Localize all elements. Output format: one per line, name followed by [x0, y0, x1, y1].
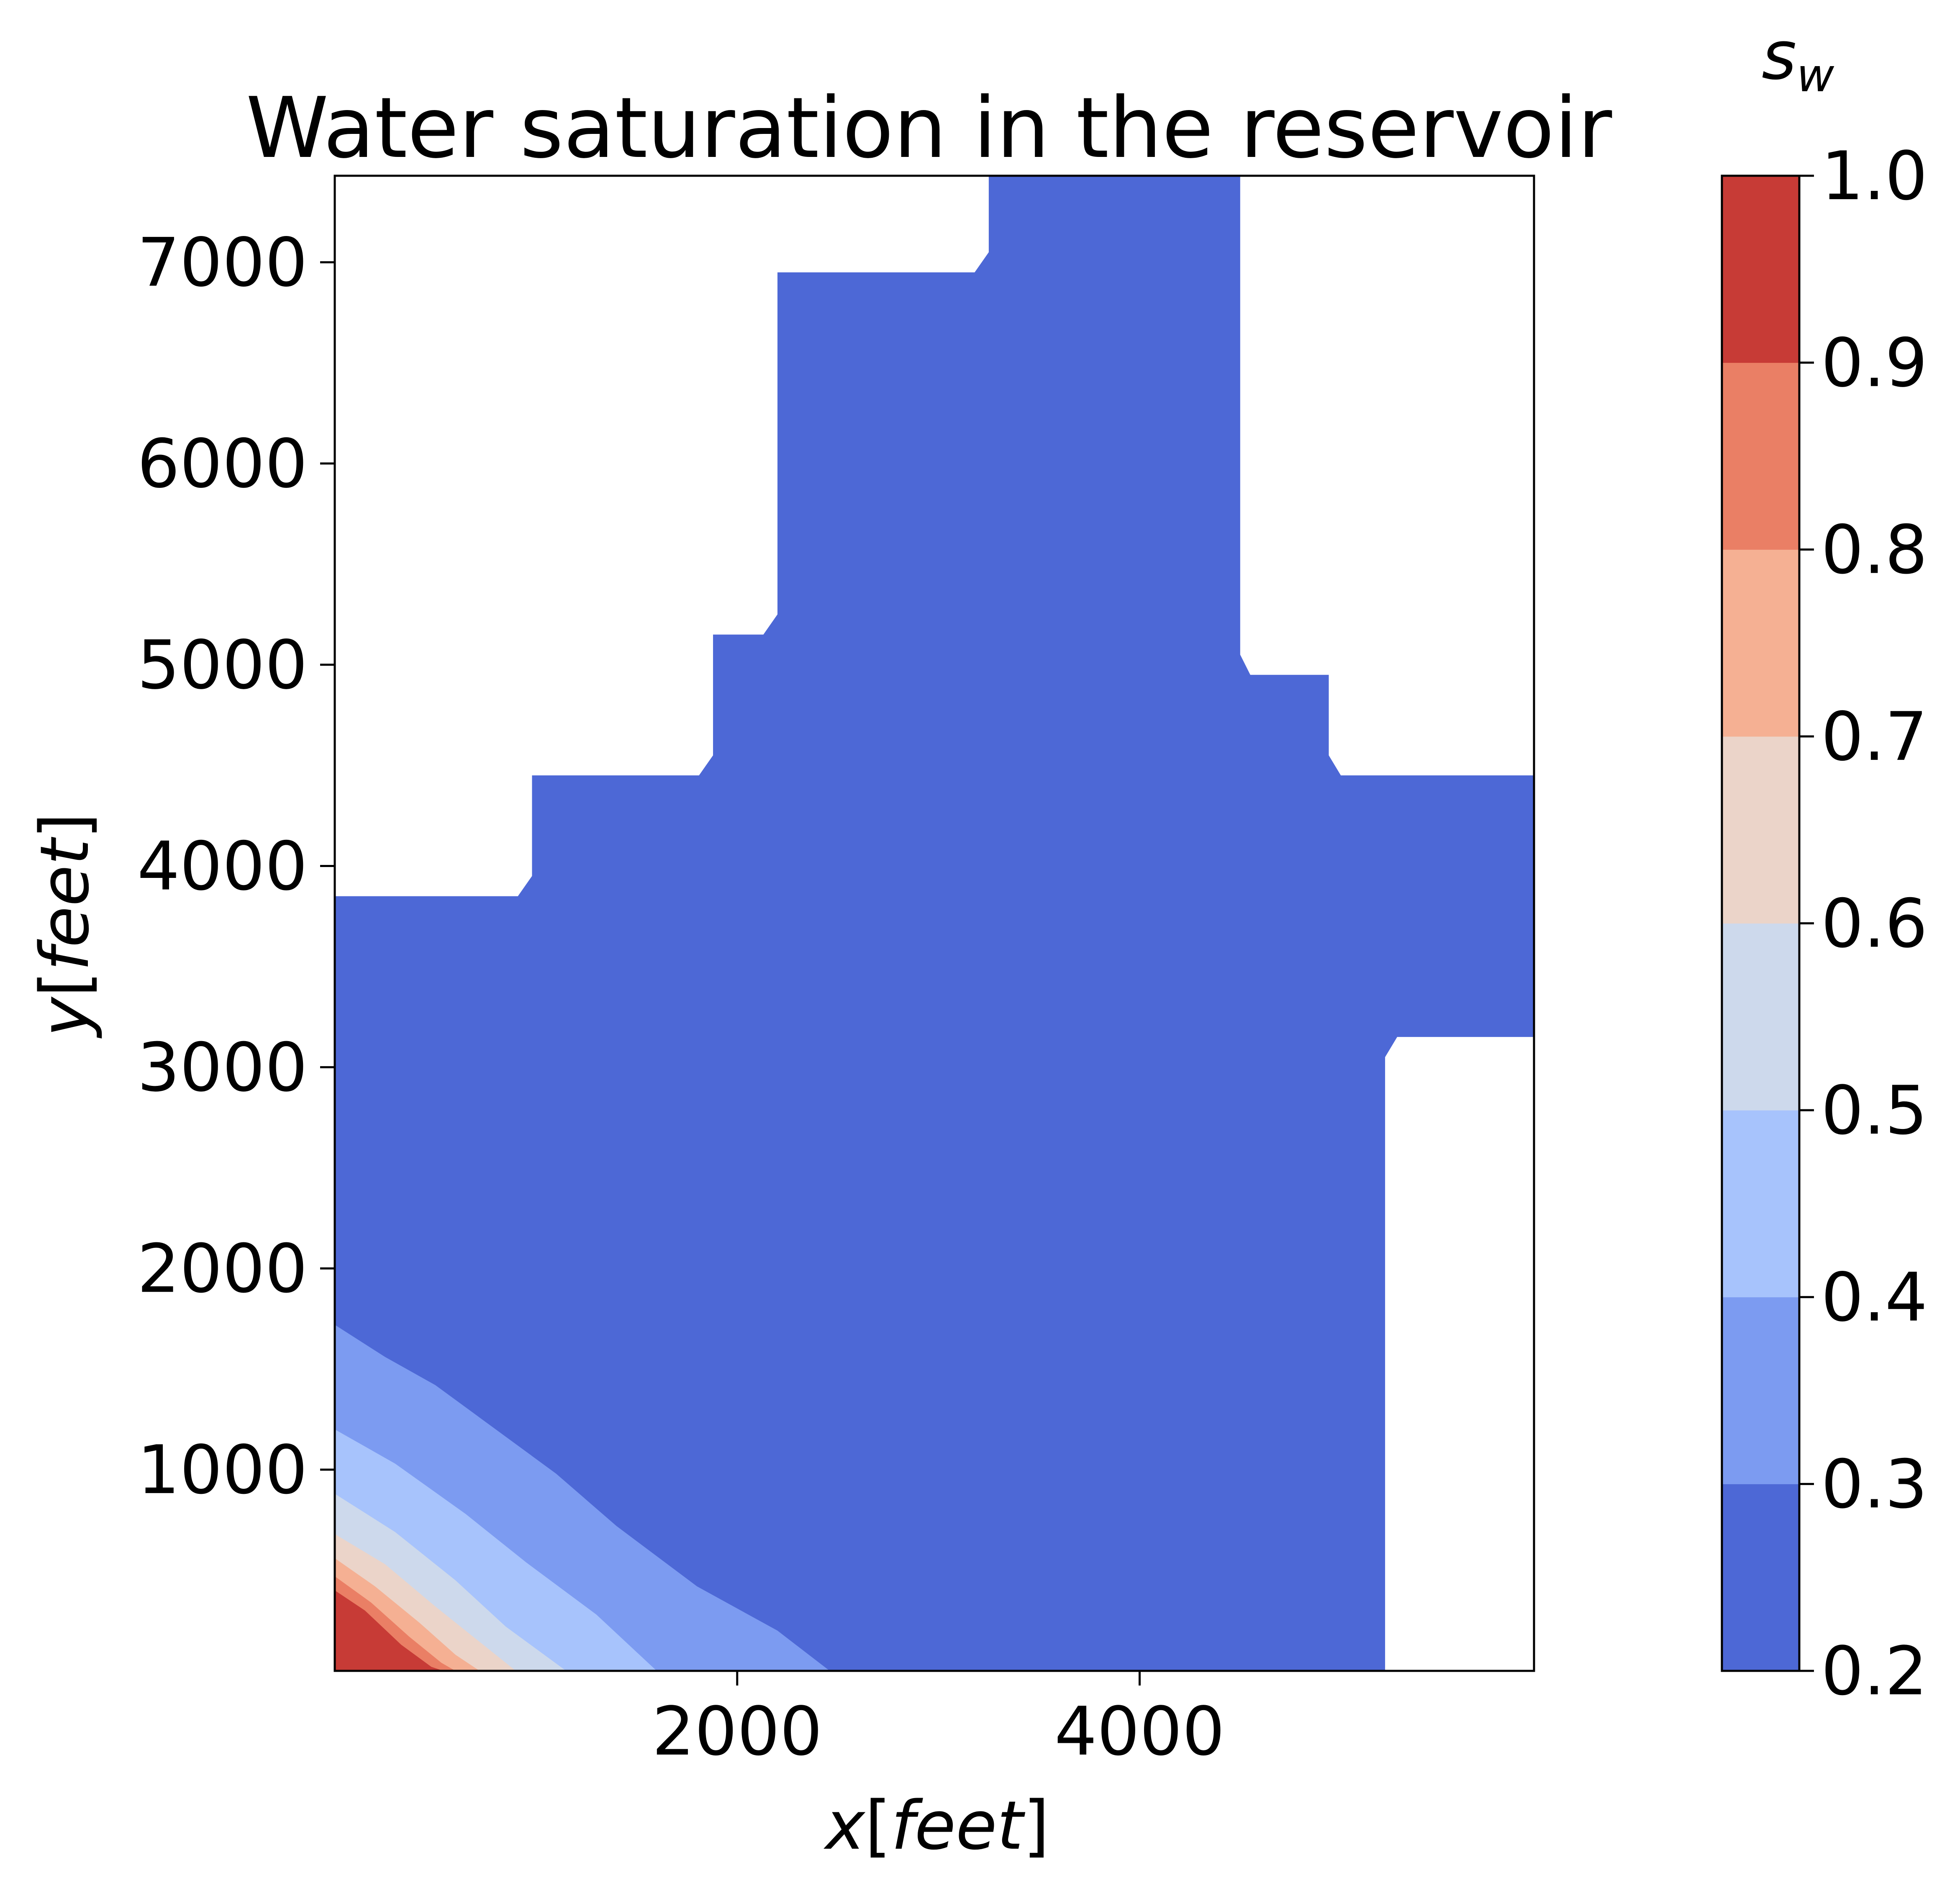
- colorbar-band-0.6-0.7: [1722, 736, 1799, 924]
- y-axis-label-unit: feet: [26, 836, 104, 971]
- colorbar-band-0.3-0.4: [1722, 1297, 1799, 1484]
- colorbar-label: sw: [1762, 16, 1834, 102]
- x-axis-label-open-bracket: [: [865, 1786, 891, 1865]
- colorbar-band-0.2-0.3: [1722, 1484, 1799, 1671]
- colorbar-bands: [1722, 176, 1799, 1671]
- x-axis-label-variable: x: [823, 1786, 866, 1865]
- colorbar-ticks: 0.2 0.3 0.4 0.5 0.6 0.7 0.8 0.9 1.0: [1799, 137, 1927, 1710]
- plot-area: [334, 174, 1535, 1672]
- colorbar-label-subscript: w: [1796, 49, 1834, 102]
- y-axis-label: y[feet]: [26, 813, 104, 1038]
- colorbar-band-0.5-0.6: [1722, 923, 1799, 1111]
- colorbar: 0.2 0.3 0.4 0.5 0.6 0.7 0.8 0.9 1.0 sw: [1721, 16, 1927, 1710]
- y-tick-label-4000: 4000: [137, 827, 308, 905]
- colorbar-tick-label-0.4: 0.4: [1821, 1258, 1927, 1337]
- y-tick-label-2000: 2000: [137, 1229, 308, 1308]
- y-tick-label-3000: 3000: [137, 1028, 308, 1106]
- x-tick-label-4000: 4000: [1054, 1692, 1225, 1770]
- colorbar-tick-label-0.2: 0.2: [1821, 1632, 1927, 1710]
- colorbar-tick-label-0.9: 0.9: [1821, 324, 1927, 402]
- contour-layer: [335, 176, 1534, 1671]
- contour-band-0.2-0.3: [335, 176, 1534, 1671]
- x-axis: 2000 4000: [652, 1671, 1225, 1770]
- x-axis-label-close-bracket: ]: [1023, 1786, 1049, 1865]
- colorbar-tick-label-0.7: 0.7: [1821, 698, 1927, 776]
- y-tick-label-6000: 6000: [137, 425, 308, 503]
- y-axis-label-close-bracket: ]: [26, 813, 104, 839]
- colorbar-band-0.7-0.8: [1722, 549, 1799, 737]
- x-axis-label: x[feet]: [823, 1786, 1049, 1865]
- chart-title: Water saturation in the reservoir: [246, 80, 1613, 177]
- y-tick-label-5000: 5000: [137, 626, 308, 704]
- colorbar-label-variable: s: [1762, 16, 1796, 95]
- colorbar-tick-label-0.5: 0.5: [1821, 1071, 1927, 1149]
- x-tick-label-2000: 2000: [652, 1692, 822, 1770]
- colorbar-tick-label-0.8: 0.8: [1821, 511, 1927, 589]
- contour-band-0.9-1: [335, 1590, 444, 1671]
- colorbar-tick-label-1: 1.0: [1821, 137, 1927, 215]
- x-axis-label-unit: feet: [891, 1786, 1025, 1865]
- y-axis-label-variable: y: [26, 996, 104, 1039]
- colorbar-band-0.4-0.5: [1722, 1110, 1799, 1298]
- y-axis: 1000 2000 3000 4000 5000 6000 7000: [137, 223, 335, 1509]
- colorbar-band-0.9-1: [1722, 176, 1799, 363]
- axes-frame: [334, 174, 1535, 1672]
- colorbar-tick-label-0.3: 0.3: [1821, 1445, 1927, 1523]
- y-tick-label-1000: 1000: [137, 1431, 308, 1509]
- y-tick-label-7000: 7000: [137, 223, 308, 302]
- colorbar-tick-label-0.6: 0.6: [1821, 885, 1927, 963]
- y-axis-label-open-bracket: [: [26, 971, 104, 997]
- colorbar-band-0.8-0.9: [1722, 362, 1799, 550]
